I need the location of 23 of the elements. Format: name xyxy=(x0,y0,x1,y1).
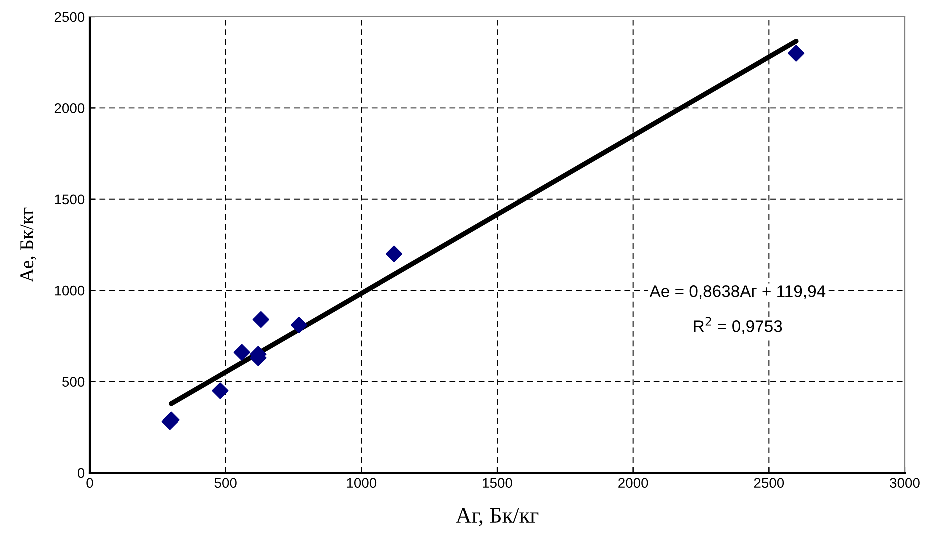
annotation: R$^{2}$ = 0,9753 xyxy=(694,317,782,334)
point xyxy=(290,316,308,334)
x-axis-title: Аг, Бк/кг xyxy=(456,508,539,526)
y-tick-label: 1500 xyxy=(55,194,85,205)
x-tick-label: 0 xyxy=(86,478,94,488)
point xyxy=(234,344,250,361)
x-tick-label: 500 xyxy=(214,478,237,488)
point xyxy=(252,311,270,328)
x-tick-label: 1500 xyxy=(483,478,512,488)
x-tick-label: 3000 xyxy=(890,478,920,488)
y-tick-label: 2000 xyxy=(54,104,85,114)
x-tick-label: 2000 xyxy=(618,478,648,488)
y-tick-label: 1000 xyxy=(55,286,85,296)
y-axis-title: Ае, Бк/кг xyxy=(20,208,36,282)
x-tick-label: 2500 xyxy=(754,478,784,488)
y-tick-label: 2500 xyxy=(54,12,85,22)
y-tick-label: 0 xyxy=(78,468,85,478)
point xyxy=(212,382,229,400)
point xyxy=(386,246,403,262)
y-tick-label: 500 xyxy=(62,377,85,387)
point xyxy=(788,45,805,62)
x-tick-label: 1000 xyxy=(347,478,377,488)
annotation: Ае = 0,8638Аг + 119,94 xyxy=(650,286,826,300)
